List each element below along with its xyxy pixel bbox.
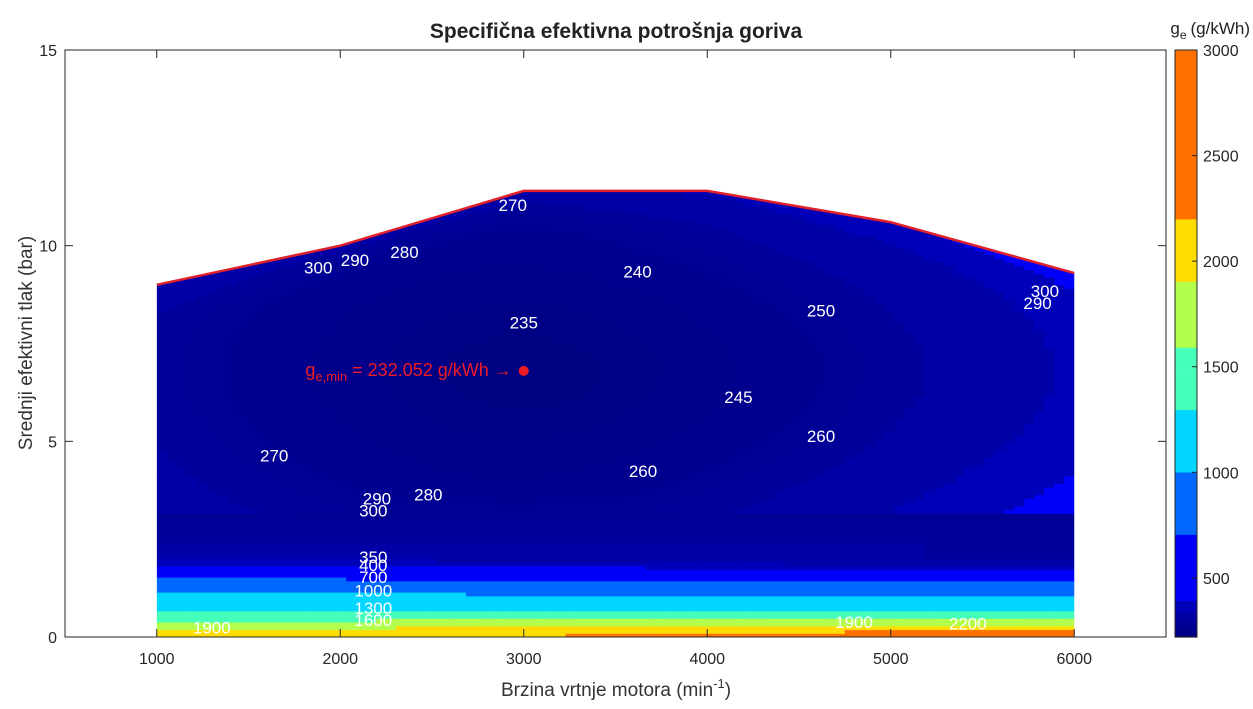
y-axis-label: Srednji efektivni tlak (bar) [16, 236, 37, 450]
contour-label: 260 [807, 427, 835, 446]
contour-label: 235 [510, 313, 538, 332]
x-tick-label: 3000 [506, 651, 542, 668]
contour-label: 300 [304, 259, 332, 278]
contour-label: 300 [1031, 282, 1059, 301]
y-tick-label: 15 [39, 43, 57, 60]
contour-label: 1900 [193, 619, 231, 638]
chart-title: Specifična efektivna potrošnja goriva [430, 20, 803, 43]
x-axis-label: Brzina vrtnje motora (min-1) [501, 676, 731, 701]
x-tick-label: 1000 [139, 651, 175, 668]
contour-label: 270 [499, 196, 527, 215]
contour-label: 2200 [949, 615, 987, 634]
contour-label: 240 [623, 263, 651, 282]
y-tick-label: 5 [48, 434, 57, 451]
x-tick-label: 4000 [689, 651, 725, 668]
contour-label: 1000 [354, 581, 392, 600]
colorbar-tick-label: 2500 [1203, 149, 1239, 166]
contour-label: 280 [414, 486, 442, 505]
contour-label: 300 [359, 501, 387, 520]
colorbar-tick-label: 1500 [1203, 360, 1239, 377]
contour-label: 250 [807, 302, 835, 321]
contour-label: 245 [724, 388, 752, 407]
x-tick-label: 6000 [1056, 651, 1092, 668]
contour-label: 1600 [354, 611, 392, 630]
colorbar-tick-label: 2000 [1203, 254, 1239, 271]
contour-label: 1900 [835, 613, 873, 632]
colorbar-tick-label: 500 [1203, 571, 1230, 588]
contour-label: 280 [390, 243, 418, 262]
colorbar-tick-label: 3000 [1203, 43, 1239, 60]
colorbar-tick-label: 1000 [1203, 465, 1239, 482]
contour-label: 290 [341, 251, 369, 270]
contour-label: 270 [260, 446, 288, 465]
y-tick-label: 10 [39, 239, 57, 256]
x-tick-label: 5000 [873, 651, 909, 668]
contour-label: 260 [629, 462, 657, 481]
x-tick-label: 2000 [322, 651, 358, 668]
minimum-point-marker [519, 366, 529, 376]
y-tick-label: 0 [48, 630, 57, 647]
